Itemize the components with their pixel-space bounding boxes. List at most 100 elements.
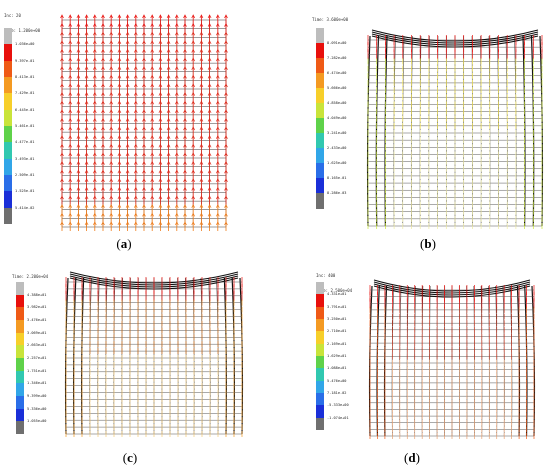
arrow-head	[133, 48, 138, 53]
arrow-head	[125, 109, 130, 114]
arrow-head	[68, 169, 73, 174]
legend-level-value: 3.250e+01	[327, 317, 347, 321]
arrow-head	[109, 48, 114, 53]
arrow-head	[183, 203, 187, 208]
arrow-head	[76, 186, 81, 191]
arrow-head	[125, 160, 130, 165]
arrow-head	[109, 100, 114, 105]
legend-level-value: 9.397e-01	[15, 58, 35, 63]
arrow-head	[207, 178, 212, 183]
arrow-head	[101, 178, 105, 183]
arrow-head	[109, 74, 114, 79]
arrow-head	[224, 160, 228, 165]
panel-d: Inc: 400 Time: 2.500e+04 4.331e+01 3.791e…	[300, 260, 550, 469]
arrow-head	[101, 57, 105, 62]
arrow-head	[207, 91, 212, 96]
arrow-head	[133, 143, 138, 148]
legend-level-value: 3.476e+01	[27, 318, 47, 322]
arrow-head	[109, 126, 114, 131]
arrow-head	[109, 83, 114, 88]
arrow-head	[125, 169, 130, 174]
arrow-head	[125, 152, 130, 157]
arrow-head	[101, 100, 105, 105]
arrow-head	[215, 57, 220, 62]
arrow-head	[101, 212, 105, 217]
arrow-head	[207, 186, 212, 191]
arrow-head	[215, 195, 220, 200]
arrow-head	[68, 134, 73, 139]
arrow-head	[142, 169, 146, 174]
arrow-head	[60, 212, 64, 217]
arrow-head	[174, 57, 179, 62]
arrow-head	[68, 100, 73, 105]
arrow-head	[166, 48, 171, 53]
arrow-head	[199, 100, 204, 105]
vector-field-plot	[366, 29, 544, 229]
arrow-head	[158, 143, 163, 148]
arrow-head	[92, 212, 97, 217]
arrow-head	[142, 31, 146, 36]
arrow-head	[207, 48, 212, 53]
arrow-head	[174, 186, 179, 191]
arrow-head	[125, 221, 130, 226]
arrow-head	[183, 212, 187, 217]
arrow-head	[92, 65, 97, 70]
legend-swatch	[316, 319, 324, 332]
arrow-head	[133, 22, 138, 27]
arrow-head	[117, 65, 122, 70]
legend-swatch	[4, 126, 12, 143]
arrow-head	[224, 48, 228, 53]
arrow-head	[174, 221, 179, 226]
arrow-head	[207, 203, 212, 208]
arrow-head	[68, 212, 73, 217]
arrow-head	[207, 160, 212, 165]
arrow-head	[199, 22, 204, 27]
arrow-head	[60, 160, 64, 165]
arrow-head	[133, 169, 138, 174]
arrow-head	[183, 117, 187, 122]
arrow-head	[92, 152, 97, 157]
arrow-head	[191, 134, 196, 139]
arrow-head	[84, 203, 89, 208]
arrow-head	[174, 40, 179, 45]
arrow-head	[133, 100, 138, 105]
arrow-head	[76, 31, 81, 36]
arrow-head	[191, 169, 196, 174]
arrow-head	[224, 134, 228, 139]
arrow-head	[125, 134, 130, 139]
arrow-head	[150, 22, 155, 27]
arrow-head	[76, 65, 81, 70]
legend-swatch	[4, 142, 12, 160]
arrow-head	[224, 65, 228, 70]
arrow-head	[92, 203, 97, 208]
arrow-head	[150, 178, 155, 183]
arrow-head	[133, 212, 138, 217]
arrow-head	[60, 195, 64, 200]
arrow-head	[224, 195, 228, 200]
arrow-head	[142, 186, 146, 191]
arrow-head	[84, 169, 89, 174]
arrow-head	[60, 22, 64, 27]
arrow-head	[207, 65, 212, 70]
caption-b: (b)	[420, 236, 436, 251]
arrow-head	[215, 109, 220, 114]
color-legend: 4.331e+01 3.791e+01 3.250e+01 2.710e+01 2.16…	[316, 282, 376, 431]
arrow-head	[224, 57, 228, 62]
arrow-head	[183, 160, 187, 165]
arrow-head	[158, 100, 163, 105]
arrow-head	[191, 126, 196, 131]
arrow-head	[76, 109, 81, 114]
arrow-head	[92, 117, 97, 122]
arrow-head	[101, 74, 105, 79]
arrow-head	[158, 57, 163, 62]
legend-swatch	[16, 307, 24, 321]
arrow-head	[68, 126, 73, 131]
legend-swatch	[16, 383, 24, 397]
arrow-head	[84, 117, 89, 122]
arrow-head	[183, 178, 187, 183]
arrow-head	[150, 109, 155, 114]
legend-swatch	[4, 60, 12, 78]
arrow-head	[191, 14, 196, 19]
arrow-head	[109, 160, 114, 165]
arrow-head	[109, 152, 114, 157]
